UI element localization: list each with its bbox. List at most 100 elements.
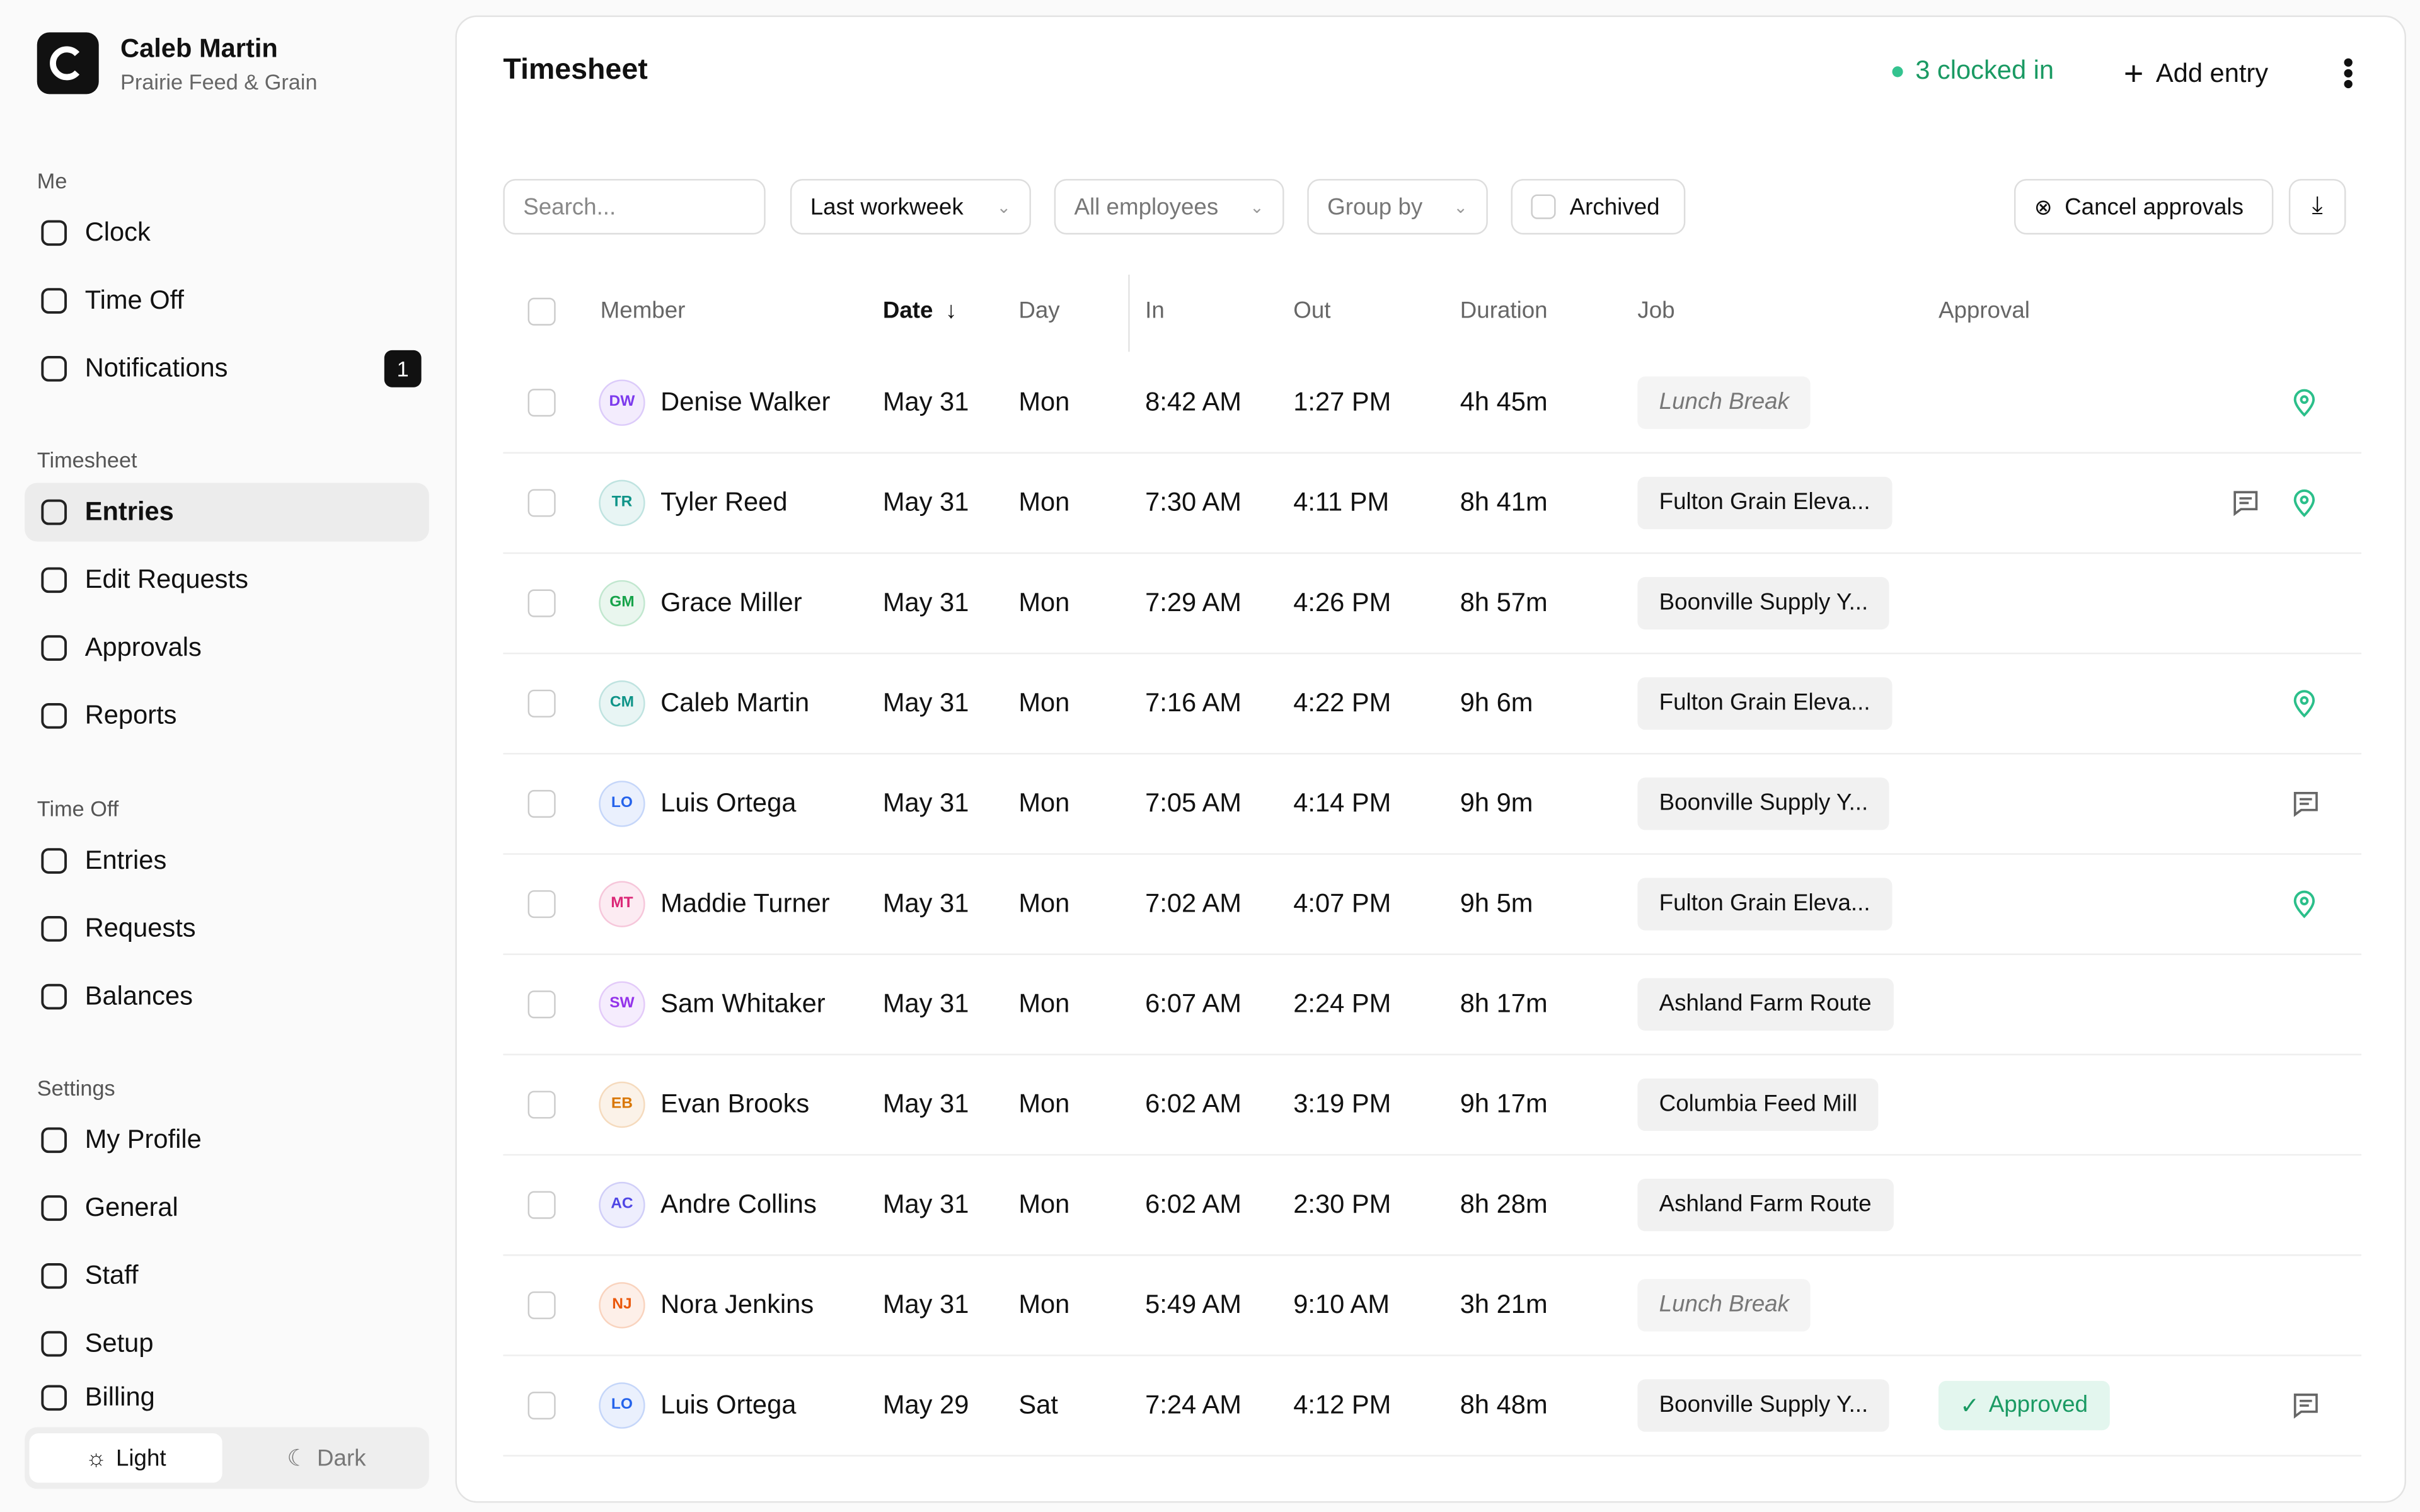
- job-tag: Fulton Grain Eleva...: [1637, 676, 1892, 730]
- table-row[interactable]: SW Sam Whitaker May 31 Mon 6:07 AM 2:24 PM 8h …: [503, 953, 2361, 1056]
- column-header: Duration: [1460, 298, 1548, 324]
- table-row[interactable]: MT Maddie Turner May 31 Mon 7:02 AM 4:07 PM 9h…: [503, 853, 2361, 955]
- table-row[interactable]: AC Andre Collins May 31 Mon 6:02 AM 2:30 PM 8h…: [503, 1154, 2361, 1256]
- out-cell: 4:14 PM: [1293, 788, 1392, 817]
- avatar: TR: [599, 452, 645, 553]
- nav-item[interactable]: Setup: [25, 1315, 429, 1373]
- table-row[interactable]: LO Luis Ortega May 31 Mon 7:05 AM 4:14 PM 9h 9…: [503, 753, 2361, 855]
- nav-item[interactable]: Reports: [25, 687, 429, 745]
- table-row[interactable]: NJ Nora Jenkins May 31 Mon 5:49 AM 9:10 AM 3h …: [503, 1254, 2361, 1356]
- in-cell: 7:30 AM: [1145, 486, 1242, 517]
- nav-item[interactable]: Entries: [25, 832, 429, 890]
- avatar: EB: [599, 1054, 645, 1154]
- archived-toggle[interactable]: Archived: [1511, 179, 1686, 235]
- day-cell: Mon: [1018, 687, 1070, 717]
- select-all[interactable]: [527, 297, 556, 326]
- note-icon[interactable]: [2290, 753, 2321, 853]
- employee-text: All employees: [1074, 193, 1219, 220]
- avatar-initials: SW: [599, 980, 645, 1027]
- job-cell: Lunch Break: [1637, 352, 1811, 452]
- duration-cell: 9h 17m: [1460, 1088, 1548, 1118]
- section-title: Settings: [37, 1075, 115, 1101]
- out-cell: 2:24 PM: [1293, 988, 1392, 1018]
- member-name: Luis Ortega: [660, 788, 797, 817]
- nav-item[interactable]: Balances: [25, 968, 429, 1026]
- range-filter[interactable]: Last workweek ⌄: [790, 179, 1031, 235]
- row-checkbox[interactable]: [527, 452, 556, 553]
- job-tag: Lunch Break: [1637, 375, 1811, 428]
- duration-cell: 8h 41m: [1460, 486, 1548, 517]
- note-icon[interactable]: [2290, 1354, 2321, 1455]
- date-cell: May 29: [882, 1389, 969, 1419]
- nav-item[interactable]: Staff: [25, 1247, 429, 1305]
- table-row[interactable]: CM Caleb Martin May 31 Mon 7:16 AM 4:22 PM 9h …: [503, 653, 2361, 755]
- nav-item[interactable]: Edit Requests: [25, 551, 429, 609]
- avatar-initials: LO: [599, 1382, 645, 1428]
- nav-item[interactable]: Billing: [25, 1382, 429, 1413]
- in-cell: 7:16 AM: [1145, 687, 1242, 717]
- add-entry[interactable]: + Add entry: [2123, 54, 2269, 93]
- clocked-in[interactable]: 3 clocked in: [1892, 55, 2054, 86]
- day-cell: Mon: [1018, 386, 1070, 416]
- employee-filter[interactable]: All employees ⌄: [1054, 179, 1284, 235]
- day-cell: Mon: [1018, 788, 1070, 817]
- nav-item[interactable]: General: [25, 1179, 429, 1237]
- approval-badge: ✓ Approved: [1938, 1380, 2110, 1429]
- page-title: Timesheet: [503, 54, 648, 87]
- in-cell: 6:02 AM: [1145, 1088, 1242, 1118]
- nav-label: Clock: [84, 217, 151, 247]
- cancel-approvals[interactable]: ⊗ Cancel approvals: [2014, 179, 2274, 235]
- table-row[interactable]: TR Tyler Reed May 31 Mon 7:30 AM 4:11 PM 8h 41…: [503, 452, 2361, 554]
- search-placeholder: Search...: [523, 193, 616, 220]
- nav-label: Requests: [84, 913, 196, 943]
- location-icon[interactable]: [2290, 352, 2318, 452]
- in-cell: 8:42 AM: [1145, 386, 1242, 416]
- section-title: Timesheet: [37, 447, 137, 472]
- job-tag: Boonville Supply Y...: [1637, 576, 1890, 629]
- row-checkbox[interactable]: [527, 753, 556, 853]
- nav-item[interactable]: Entries: [25, 483, 429, 542]
- member-name: Luis Ortega: [660, 1389, 797, 1419]
- dark-button[interactable]: ☾ Dark: [287, 1445, 366, 1472]
- avatar: DW: [599, 352, 645, 452]
- job-cell: Ashland Farm Route: [1637, 1154, 1893, 1254]
- nav-item[interactable]: Notifications 1: [25, 340, 429, 398]
- row-checkbox[interactable]: [527, 953, 556, 1053]
- table-row[interactable]: GM Grace Miller May 31 Mon 7:29 AM 4:26 PM 8h …: [503, 553, 2361, 655]
- date-cell: May 31: [882, 1289, 969, 1319]
- row-checkbox[interactable]: [527, 853, 556, 953]
- row-checkbox[interactable]: [527, 1154, 556, 1254]
- nav-item[interactable]: Approvals: [25, 619, 429, 677]
- row-checkbox[interactable]: [527, 653, 556, 753]
- nav-item[interactable]: Requests: [25, 900, 429, 958]
- nav-label: Setup: [84, 1328, 154, 1358]
- table-row[interactable]: LO Luis Ortega May 29 Sat 7:24 AM 4:12 PM 8h 4…: [503, 1354, 2361, 1457]
- table-row[interactable]: DW Denise Walker May 31 Mon 8:42 AM 1:27 PM 4h…: [503, 352, 2361, 454]
- row-checkbox[interactable]: [527, 553, 556, 653]
- location-icon[interactable]: [2290, 653, 2318, 753]
- nav-label: Edit Requests: [84, 564, 248, 594]
- dark-label: Dark: [317, 1445, 366, 1472]
- more-menu[interactable]: •••: [2330, 57, 2365, 90]
- nav-item[interactable]: Time Off: [25, 272, 429, 330]
- location-icon[interactable]: [2290, 853, 2318, 953]
- nav-item[interactable]: My Profile: [25, 1111, 429, 1169]
- table-row[interactable]: EB Evan Brooks May 31 Mon 6:02 AM 3:19 PM 9h 1…: [503, 1054, 2361, 1156]
- nav-item[interactable]: Clock: [25, 203, 429, 262]
- note-icon[interactable]: [2230, 452, 2261, 553]
- row-checkbox[interactable]: [527, 1354, 556, 1455]
- date-cell: May 31: [882, 587, 969, 617]
- user-name: Caleb Martin: [120, 33, 278, 64]
- search[interactable]: Search...: [503, 179, 766, 235]
- column-divider: [1128, 274, 1130, 352]
- location-icon[interactable]: [2290, 452, 2318, 553]
- light-button[interactable]: ☼ Light: [29, 1433, 222, 1483]
- row-checkbox[interactable]: [527, 1254, 556, 1354]
- row-checkbox[interactable]: [527, 352, 556, 452]
- group-by[interactable]: Group by ⌄: [1307, 179, 1488, 235]
- day-cell: Mon: [1018, 1188, 1070, 1218]
- row-checkbox[interactable]: [527, 1054, 556, 1154]
- job-tag: Boonville Supply Y...: [1637, 777, 1890, 830]
- cancel-approvals-text: Cancel approvals: [2065, 193, 2244, 220]
- download[interactable]: ⤓: [2288, 179, 2346, 235]
